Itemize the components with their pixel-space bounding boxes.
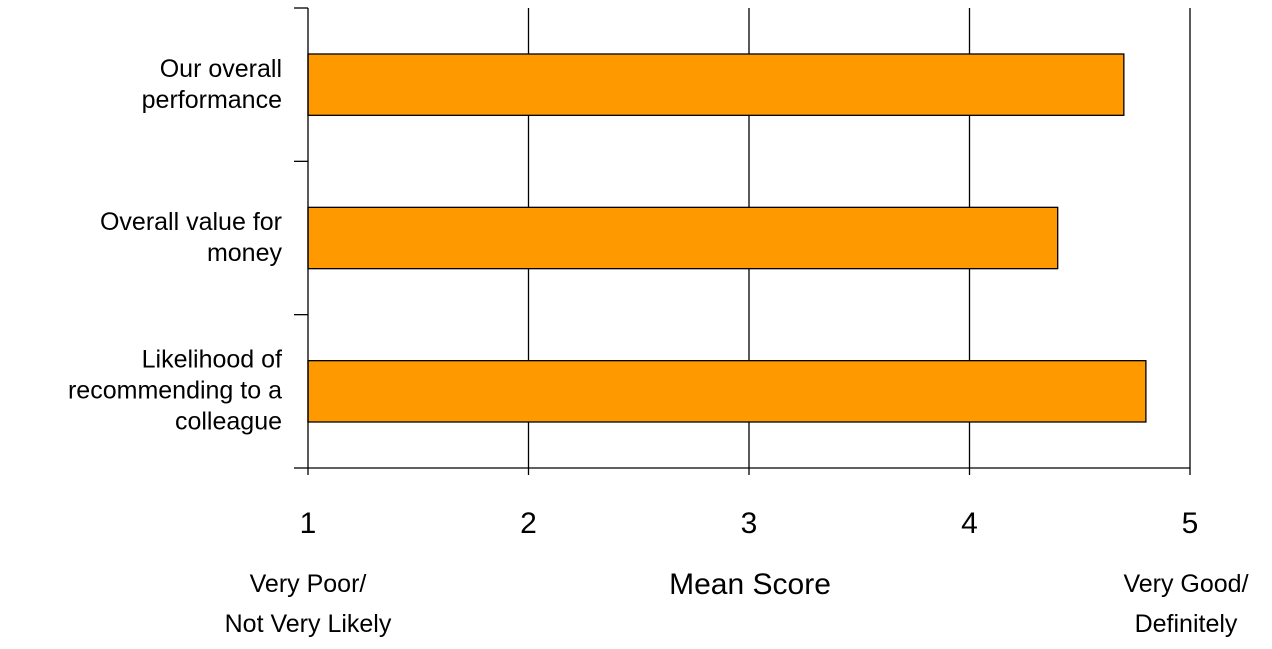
x-tick-label-5: 5 (1181, 507, 1199, 540)
bars-group (307, 53, 1147, 423)
category-label-0-line-1: performance (141, 85, 282, 114)
scale-anchor-high: Very Good/ Definitely (1123, 564, 1248, 644)
scale-anchor-high-line-2: Definitely (1134, 610, 1238, 638)
bar-1 (307, 206, 1059, 270)
category-label-2: Likelihood of recommending to a colleague (0, 345, 282, 438)
scale-anchor-high-line-1: Very Good/ (1123, 570, 1249, 598)
category-label-0-line-0: Our overall (159, 54, 282, 83)
x-tick-label-3: 3 (740, 507, 758, 540)
x-tick-label-4: 4 (961, 507, 978, 540)
scale-anchor-low: Very Poor/ Not Very Likely (225, 564, 392, 644)
scale-anchor-low-line-1: Very Poor/ (249, 570, 367, 598)
category-label-1-line-0: Overall value for (99, 208, 282, 236)
x-axis-title: Mean Score (669, 568, 831, 601)
x-tick-label-1: 1 (299, 507, 317, 540)
category-label-2-line-2: colleague (174, 407, 282, 436)
category-label-1-line-1: money (206, 239, 282, 267)
bar-0 (307, 53, 1125, 116)
bar-2 (307, 360, 1147, 423)
category-label-2-line-0: Likelihood of (141, 345, 282, 374)
category-label-1: Overall value for money (0, 207, 282, 269)
x-tick-label-2: 2 (520, 507, 537, 540)
scale-anchor-low-line-2: Not Very Likely (224, 610, 392, 638)
category-label-0: Our overall performance (0, 54, 282, 116)
category-label-2-line-1: recommending to a (67, 376, 282, 405)
axes-group (294, 7, 1191, 475)
